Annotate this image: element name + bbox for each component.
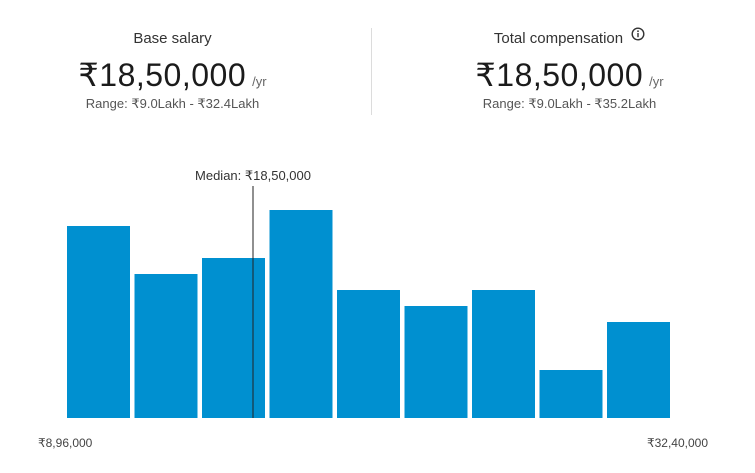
histogram-bar[interactable] (202, 258, 265, 418)
salary-histogram: Median: ₹18,50,000 ₹8,96,000 ₹32,40,000 (0, 150, 755, 473)
total-compensation-range: Range: ₹9.0Lakh - ₹35.2Lakh (482, 96, 657, 111)
stats-divider (371, 28, 372, 115)
info-icon[interactable] (631, 26, 645, 48)
total-compensation-label: Total compensation (493, 30, 624, 47)
total-compensation-block: Total compensation ₹18,50,000/yr Range: … (437, 26, 702, 112)
histogram-bar[interactable] (337, 290, 400, 418)
salary-summary: Base salary ₹18,50,000/yr Range: ₹9.0Lak… (0, 26, 755, 118)
x-min-label: ₹8,96,000 (38, 436, 93, 450)
histogram-bar[interactable] (607, 322, 670, 418)
histogram-bar[interactable] (404, 306, 468, 418)
median-label: Median: ₹18,50,000 (195, 168, 311, 183)
histogram-bar[interactable] (539, 370, 603, 418)
total-compensation-unit: /yr (649, 74, 664, 89)
base-salary-block: Base salary ₹18,50,000/yr Range: ₹9.0Lak… (40, 28, 305, 112)
base-salary-value: ₹18,50,000 (78, 57, 247, 93)
histogram-bar[interactable] (269, 210, 333, 418)
total-compensation-value: ₹18,50,000 (475, 57, 644, 93)
x-max-label: ₹32,40,000 (646, 436, 708, 450)
histogram-bar[interactable] (67, 226, 130, 418)
base-salary-range: Range: ₹9.0Lakh - ₹32.4Lakh (85, 96, 260, 111)
histogram-bar[interactable] (472, 290, 535, 418)
base-salary-label: Base salary (133, 30, 212, 47)
histogram-bar[interactable] (134, 274, 198, 418)
histogram-plot: Median: ₹18,50,000 (67, 168, 670, 418)
base-salary-unit: /yr (252, 74, 267, 89)
